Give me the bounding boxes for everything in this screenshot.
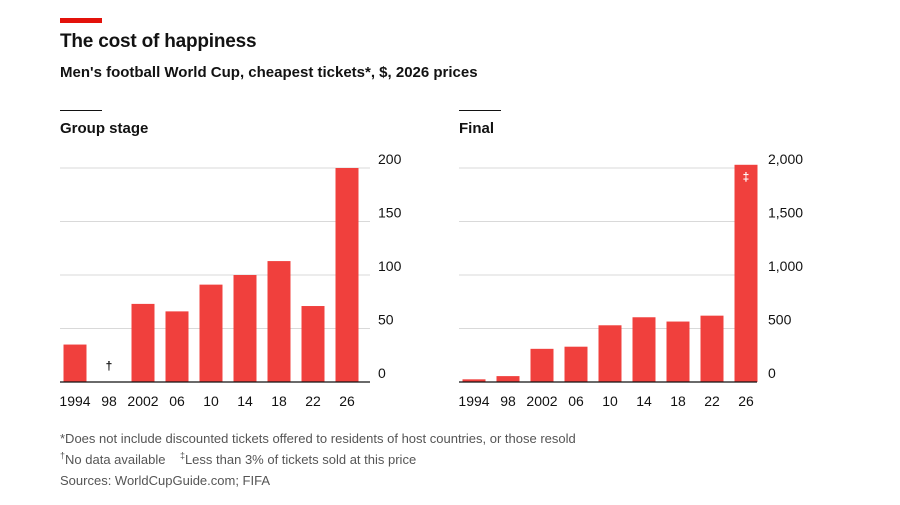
final-annotation-mark: ‡ (743, 170, 750, 184)
group-stage-chart: 0 50 100 150 200 1994 98 2002 06 10 14 18 22 26 † (59, 151, 402, 409)
group-bar-26 (335, 168, 359, 382)
double-dagger-mark: ‡ (179, 450, 185, 461)
footnote-double-dagger: Less than 3% of tickets sold at this pri… (184, 452, 417, 467)
group-bar-14 (233, 275, 257, 382)
panel-title-final: Final (459, 120, 495, 137)
group-ytick-label: 100 (378, 258, 402, 274)
group-xtick-label: 98 (101, 393, 117, 409)
panel-title-group-stage: Group stage (60, 120, 149, 137)
chart-subtitle: Men's football World Cup, cheapest ticke… (60, 64, 478, 81)
final-bar-26 (734, 164, 758, 382)
group-bar-1994 (63, 344, 87, 382)
panel-rule-final (459, 110, 501, 111)
group-bar-18 (267, 261, 291, 382)
final-bar-98 (496, 376, 520, 382)
group-bar-2002 (131, 303, 155, 382)
group-annotation-mark: † (106, 359, 113, 373)
group-ytick-label: 50 (378, 312, 394, 328)
final-xtick-label: 18 (670, 393, 686, 409)
chart-title: The cost of happiness (60, 31, 257, 52)
dagger-mark: † (60, 450, 66, 461)
final-ytick-label: 1,000 (768, 258, 803, 274)
final-xtick-label: 06 (568, 393, 584, 409)
footnotes: *Does not include discounted tickets off… (60, 428, 576, 491)
group-xtick-label: 14 (237, 393, 253, 409)
final-xtick-label: 26 (738, 393, 754, 409)
accent-bar (60, 18, 102, 23)
final-bar-1994 (462, 379, 486, 382)
group-bar-10 (199, 284, 223, 382)
final-bar-06 (564, 346, 588, 382)
final-ytick-label: 1,500 (768, 205, 803, 221)
group-xtick-label: 10 (203, 393, 219, 409)
footnote-asterisk: *Does not include discounted tickets off… (60, 431, 576, 446)
final-chart: 0 500 1,000 1,500 2,000 1994 98 2002 06 10 14 18 22 2… (458, 151, 803, 409)
final-bar-10 (598, 325, 622, 382)
group-bar-06 (165, 311, 189, 382)
final-bar-18 (666, 321, 690, 382)
final-bar-2002 (530, 348, 554, 382)
final-xtick-label: 14 (636, 393, 652, 409)
final-bar-14 (632, 317, 656, 382)
group-xtick-label: 2002 (127, 393, 158, 409)
final-ytick-label: 0 (768, 365, 776, 381)
group-ytick-label: 200 (378, 151, 402, 167)
panel-rule-group-stage (60, 110, 102, 111)
group-xtick-label: 06 (169, 393, 185, 409)
group-ytick-label: 0 (378, 365, 386, 381)
footnote-dagger: No data available (65, 452, 166, 467)
final-ytick-label: 500 (768, 312, 792, 328)
group-xtick-label: 22 (305, 393, 321, 409)
footnote-marks: †No data available ‡Less than 3% of tick… (60, 449, 576, 470)
final-bar-22 (700, 315, 724, 382)
final-xtick-label: 98 (500, 393, 516, 409)
final-xtick-label: 22 (704, 393, 720, 409)
final-xtick-label: 10 (602, 393, 618, 409)
final-ytick-label: 2,000 (768, 151, 803, 167)
final-xtick-label: 2002 (526, 393, 557, 409)
group-bar-22 (301, 306, 325, 382)
group-xtick-label: 1994 (59, 393, 90, 409)
group-xtick-label: 26 (339, 393, 355, 409)
group-xtick-label: 18 (271, 393, 287, 409)
footnote-sources: Sources: WorldCupGuide.com; FIFA (60, 473, 271, 488)
group-ytick-label: 150 (378, 205, 402, 221)
final-xtick-label: 1994 (458, 393, 489, 409)
